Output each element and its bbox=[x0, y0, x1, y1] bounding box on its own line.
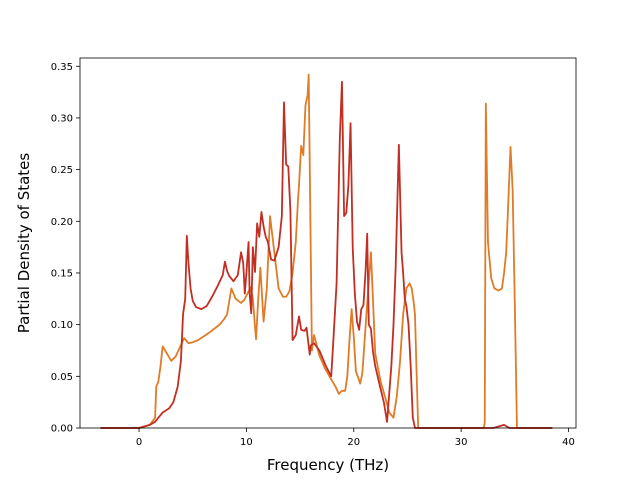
y-tick-label: 0.10 bbox=[51, 320, 73, 331]
y-tick-label: 0.15 bbox=[51, 268, 73, 279]
y-tick-label: 0.35 bbox=[51, 62, 73, 73]
plot-frame bbox=[79, 57, 577, 429]
x-tick-label: 40 bbox=[562, 437, 575, 448]
y-tick-label: 0.20 bbox=[51, 217, 73, 228]
series-layer bbox=[100, 73, 553, 429]
y-axis-ticks: 0.00 0.05 0.10 0.15 0.20 0.25 0.30 0.35 bbox=[51, 62, 80, 435]
y-axis-label: Partial Density of States bbox=[15, 153, 33, 334]
x-tick-label: 30 bbox=[455, 437, 468, 448]
series-line-1 bbox=[100, 73, 553, 429]
x-tick-label: 0 bbox=[136, 437, 142, 448]
x-axis-ticks: 0 10 20 30 40 bbox=[136, 428, 575, 448]
y-tick-label: 0.30 bbox=[51, 113, 73, 124]
series-line-2 bbox=[100, 80, 553, 429]
y-tick-label: 0.25 bbox=[51, 165, 73, 176]
y-tick-label: 0.05 bbox=[51, 372, 73, 383]
x-tick-label: 20 bbox=[347, 437, 360, 448]
y-tick-label: 0.00 bbox=[51, 424, 73, 435]
x-axis-label: Frequency (THz) bbox=[267, 456, 389, 474]
x-tick-label: 10 bbox=[240, 437, 253, 448]
